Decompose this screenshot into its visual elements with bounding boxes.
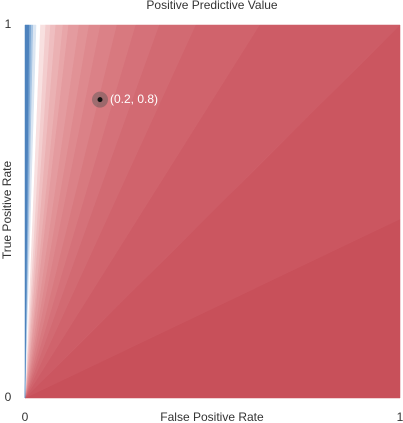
point-label: (0.2, 0.8) [110, 92, 158, 106]
x-tick-label: 1 [397, 410, 403, 423]
y-axis-label: True Positive Rate [0, 161, 14, 260]
x-axis-label: False Positive Rate [160, 410, 264, 423]
bands [24, 24, 401, 399]
y-tick-label: 0 [5, 390, 12, 404]
chart-title: Positive Predictive Value [146, 0, 278, 12]
x-tick-label: 0 [22, 410, 29, 423]
point [97, 97, 103, 103]
y-tick-label: 1 [5, 17, 12, 31]
contour-band [24, 24, 30, 399]
